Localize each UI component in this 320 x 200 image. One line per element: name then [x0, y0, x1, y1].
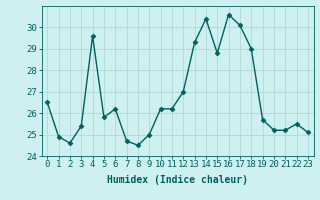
X-axis label: Humidex (Indice chaleur): Humidex (Indice chaleur): [107, 175, 248, 185]
